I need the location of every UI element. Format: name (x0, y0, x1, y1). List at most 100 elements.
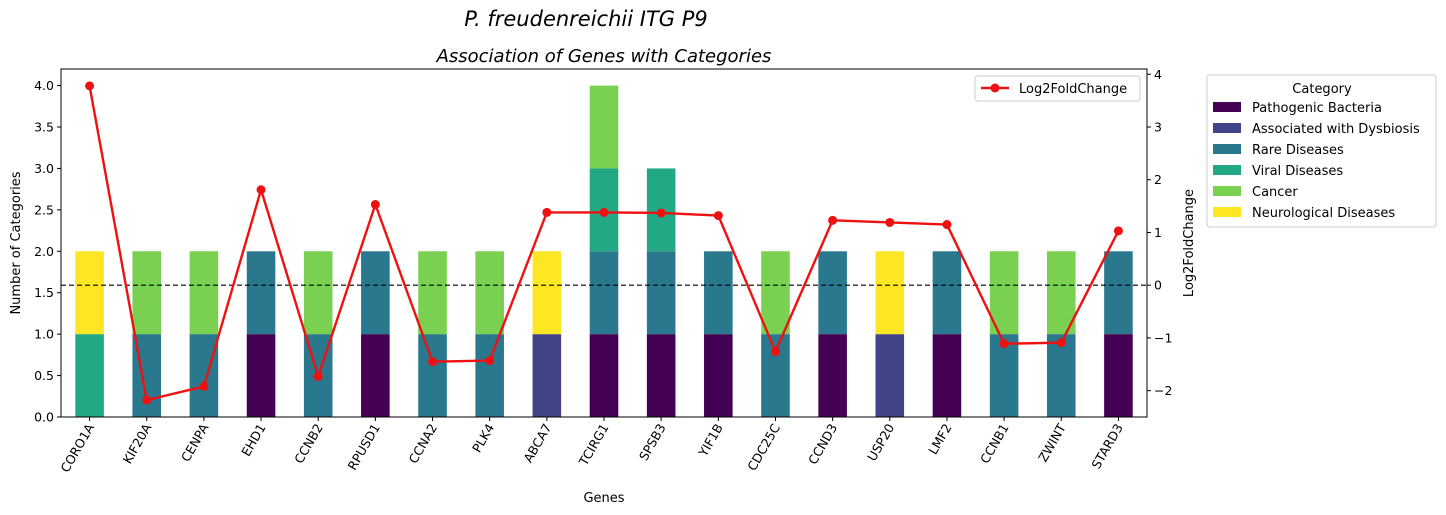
y-tick-label: 1.5 (34, 285, 54, 300)
x-tick-label: EHD1 (238, 421, 268, 459)
x-tick-label: USP20 (864, 421, 897, 464)
bar-segment-usp20-neurological-diseases (875, 251, 905, 335)
y2-tick-label: 3 (1154, 120, 1162, 135)
x-tick-label: CCND3 (805, 421, 840, 467)
log2foldchange-point-abca7 (542, 207, 552, 217)
bar-segment-rpusd1-pathogenic-bacteria (361, 334, 390, 417)
bar-segment-tcirg1-cancer (589, 85, 619, 169)
y-tick-label: 2.5 (34, 202, 54, 217)
log2foldchange-point-ccnb1 (999, 339, 1009, 349)
log2foldchange-point-usp20 (885, 217, 895, 227)
bar-segment-cenpa-rare-diseases (189, 334, 219, 417)
bar-segment-kif20a-cancer (132, 251, 162, 335)
log2foldchange-point-tcirg1 (599, 207, 609, 217)
bar-segment-cdc25c-rare-diseases (761, 334, 790, 417)
bar-segment-ehd1-pathogenic-bacteria (246, 334, 276, 417)
bar-segment-abca7-neurological-diseases (532, 251, 562, 335)
x-tick-label: KIF20A (120, 421, 155, 467)
legend-swatch-associated-with-dysbiosis (1213, 123, 1241, 133)
x-tick-label: CCNA2 (405, 421, 440, 466)
bar-segment-spsb3-pathogenic-bacteria (646, 334, 676, 417)
y2-tick-label: −1 (1154, 330, 1172, 345)
y2-tick-label: 1 (1154, 225, 1162, 240)
category-legend-box (1206, 74, 1437, 228)
bar-segment-ccnd3-pathogenic-bacteria (818, 334, 847, 417)
legend-swatch-rare-diseases (1213, 144, 1241, 154)
x-tick-label: STARD3 (1088, 421, 1126, 471)
x-tick-label: PLK4 (469, 421, 497, 455)
y-tick-label: 2.0 (34, 244, 54, 259)
log2foldchange-point-plk4 (485, 356, 495, 366)
bar-segment-zwint-rare-diseases (1046, 334, 1076, 417)
bar-segment-yif1b-rare-diseases (704, 251, 733, 335)
x-tick-label: ZWINT (1035, 421, 1069, 465)
x-tick-label: CCNB1 (977, 421, 1012, 466)
log2foldchange-point-cdc25c (770, 347, 780, 357)
bar-segment-spsb3-rare-diseases (646, 251, 676, 335)
x-tick-label: CDC25C (744, 421, 783, 474)
bar-segment-rpusd1-rare-diseases (361, 251, 390, 335)
legend-swatch-cancer (1213, 186, 1241, 196)
bar-segment-ccnb1-cancer (989, 251, 1019, 335)
y-tick-label: 4.0 (34, 78, 54, 93)
bar-segment-plk4-cancer (475, 251, 504, 335)
x-tick-label: CORO1A (57, 421, 97, 475)
bar-segment-tcirg1-rare-diseases (589, 251, 619, 335)
x-tick-label: LMF2 (925, 421, 954, 457)
x-tick-label: YIF1B (695, 421, 726, 460)
chart-title: Association of Genes with Categories (436, 46, 772, 67)
legend-swatch-pathogenic-bacteria (1213, 102, 1241, 112)
bar-segment-ccnd3-rare-diseases (818, 251, 847, 335)
log2foldchange-point-spsb3 (656, 208, 666, 218)
x-axis: CORO1A KIF20A CENPA EHD1 CCNB2 RPUSD1 CCNA2 PLK… (57, 417, 1126, 475)
log2foldchange-point-yif1b (713, 211, 723, 221)
legend-label-viral-diseases: Viral Diseases (1252, 164, 1343, 179)
log2foldchange-point-rpusd1 (370, 200, 380, 210)
x-tick-label: CENPA (178, 421, 212, 465)
y-axis-label: Number of Categories (9, 171, 24, 314)
bar-segment-zwint-cancer (1046, 251, 1076, 335)
bar-segment-lmf2-rare-diseases (932, 251, 962, 335)
bar-segment-cenpa-cancer (189, 251, 219, 335)
bar-segment-stard3-rare-diseases (1104, 251, 1133, 335)
legend-swatch-viral-diseases (1213, 165, 1241, 175)
legend-label-neurological-diseases: Neurological Diseases (1252, 206, 1395, 221)
log2foldchange-point-ccnb2 (313, 371, 323, 381)
x-tick-label: CCNB2 (291, 421, 326, 466)
bar-segment-coro1a-neurological-diseases (75, 251, 104, 335)
right-y-axis: −2 −1 0 1 2 3 4 (1147, 67, 1172, 398)
bar-segment-ccna2-rare-diseases (418, 334, 447, 417)
bar-segment-cdc25c-cancer (761, 251, 790, 335)
y-tick-label: 1.0 (34, 327, 54, 342)
bar-segment-stard3-pathogenic-bacteria (1104, 334, 1133, 417)
line-legend-marker (990, 83, 1000, 93)
bar-segment-usp20-associated-with-dysbiosis (875, 334, 905, 417)
y2-tick-label: 2 (1154, 172, 1162, 187)
log2foldchange-point-ehd1 (256, 185, 266, 195)
x-tick-label: RPUSD1 (345, 421, 383, 473)
log2foldchange-point-cenpa (199, 381, 209, 391)
line-legend-box (974, 75, 1141, 102)
x-axis-label: Genes (583, 491, 624, 506)
bar-segment-tcirg1-pathogenic-bacteria (589, 334, 619, 417)
x-tick-label: SPSB3 (636, 421, 669, 463)
y2-tick-label: 0 (1154, 278, 1162, 293)
log2foldchange-point-ccna2 (428, 357, 438, 367)
x-tick-label: ABCA7 (520, 421, 554, 465)
bar-segment-ccnb2-cancer (303, 251, 333, 335)
y2-tick-label: −2 (1154, 383, 1172, 398)
y2-tick-label: 4 (1154, 67, 1162, 82)
y-tick-label: 0.5 (34, 368, 54, 383)
bar-segment-lmf2-pathogenic-bacteria (932, 334, 962, 417)
log2foldchange-point-kif20a (142, 395, 152, 405)
log2foldchange-point-ccnd3 (828, 215, 838, 225)
legend-label-associated-with-dysbiosis: Associated with Dysbiosis (1252, 122, 1420, 137)
log2foldchange-point-lmf2 (942, 220, 952, 230)
log2foldchange-point-zwint (1056, 338, 1066, 348)
line-legend: Log2FoldChange (974, 75, 1141, 102)
bar-segment-plk4-rare-diseases (475, 334, 504, 417)
legend-label-cancer: Cancer (1252, 185, 1298, 200)
log2foldchange-point-stard3 (1113, 226, 1123, 236)
figure-suptitle: P. freudenreichii ITG P9 (464, 7, 708, 31)
